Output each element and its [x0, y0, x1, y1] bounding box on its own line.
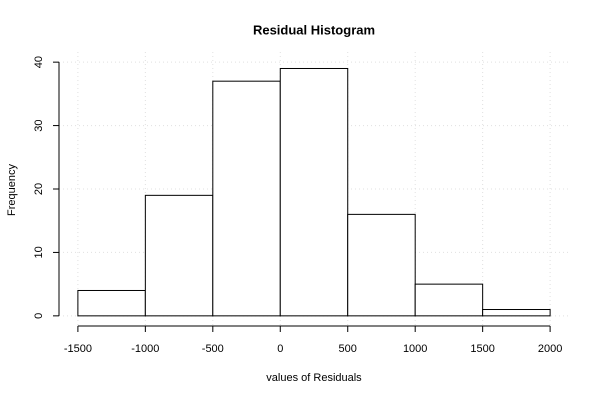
x-tick-label: -1500	[64, 343, 92, 355]
x-tick-label: 0	[277, 343, 283, 355]
bar	[347, 213, 416, 317]
bar	[144, 194, 214, 317]
bar	[77, 289, 146, 317]
y-tick-label: 10	[33, 246, 45, 258]
y-tick-label: 20	[33, 183, 45, 195]
x-tick-label: -1000	[131, 343, 159, 355]
x-tick-label: 1000	[403, 343, 427, 355]
y-tick-label: 0	[33, 313, 45, 319]
x-axis-label: values of Residuals	[266, 372, 362, 384]
y-axis-label: Frequency	[6, 164, 18, 216]
x-tick-label: 500	[339, 343, 357, 355]
y-tick-label: 40	[33, 56, 45, 68]
bar	[414, 283, 484, 317]
x-tick-label: 1500	[470, 343, 494, 355]
x-tick-label: 2000	[538, 343, 562, 355]
x-tick-label: -500	[202, 343, 224, 355]
bar	[212, 80, 281, 317]
bar	[279, 67, 349, 317]
y-tick-label: 30	[33, 119, 45, 131]
chart-title: Residual Histogram	[253, 22, 375, 37]
bar	[482, 309, 551, 317]
